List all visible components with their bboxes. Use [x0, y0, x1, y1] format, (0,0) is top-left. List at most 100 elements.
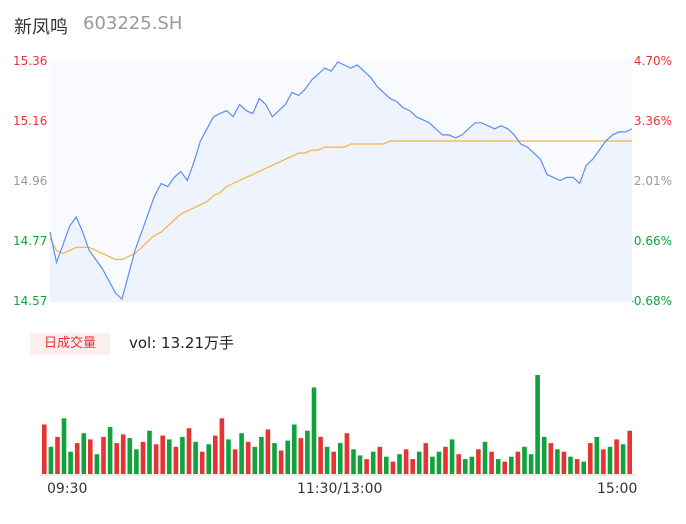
volume-bar	[226, 439, 231, 474]
volume-bar	[456, 454, 461, 474]
volume-bar	[134, 449, 139, 475]
volume-bar	[338, 443, 343, 474]
volume-bar	[206, 444, 211, 474]
volume-bar	[127, 438, 133, 474]
volume-bar	[219, 418, 225, 474]
volume-bar	[541, 436, 547, 474]
volume-bar	[377, 446, 383, 474]
x-tick-open: 09:30	[47, 481, 88, 497]
volume-bar	[232, 449, 238, 475]
y-left-tick-3: 14.77	[13, 234, 48, 248]
volume-bar	[403, 449, 409, 475]
volume-bar	[548, 443, 554, 474]
volume-bar	[594, 436, 600, 474]
y-right-tick-2: 2.01%	[633, 174, 672, 188]
volume-bar	[298, 438, 304, 474]
volume-tab[interactable]: 日成交量	[30, 333, 110, 355]
volume-bar	[153, 444, 159, 474]
volume-bar	[397, 454, 402, 474]
price-line	[49, 61, 633, 301]
volume-bar	[68, 451, 73, 474]
volume-bar	[265, 429, 271, 474]
volume-bar	[351, 449, 356, 475]
volume-bar	[482, 441, 488, 474]
volume-bar	[42, 424, 47, 474]
volume-bar	[344, 433, 350, 474]
volume-bar	[292, 424, 297, 474]
volume-bar	[443, 446, 448, 474]
volume-bar	[627, 430, 632, 474]
x-tick-midday: 11:30/13:00	[297, 481, 383, 497]
volume-bar	[259, 436, 264, 474]
y-left-tick-0: 15.36	[13, 54, 48, 68]
volume-bar	[449, 439, 455, 474]
volume-bars	[42, 375, 632, 475]
volume-bar	[607, 446, 613, 474]
volume-bar	[213, 435, 218, 474]
y-right-tick-4: -0.68%	[629, 294, 672, 308]
volume-bar	[61, 418, 67, 474]
volume-bar	[436, 451, 442, 474]
volume-bar	[48, 446, 54, 474]
volume-bar	[620, 444, 626, 474]
volume-bar	[311, 387, 317, 474]
volume-bar	[120, 434, 126, 474]
volume-bar	[489, 451, 494, 474]
volume-bar	[305, 430, 310, 474]
volume-bar	[423, 443, 429, 474]
volume-bar	[509, 456, 514, 474]
volume-bar	[180, 436, 185, 474]
volume-bar	[568, 456, 573, 474]
volume-bar	[574, 459, 580, 474]
y-right-tick-3: 0.66%	[633, 234, 672, 248]
volume-bar	[278, 450, 284, 474]
volume-bar	[528, 454, 534, 474]
volume-bar	[588, 443, 593, 474]
volume-bar	[147, 430, 152, 474]
volume-bar	[364, 459, 369, 474]
volume-bar	[384, 456, 389, 474]
volume-bar	[561, 451, 567, 474]
volume-bar	[81, 433, 87, 474]
volume-bar	[193, 441, 198, 474]
volume-bar	[555, 449, 560, 475]
volume-bar	[515, 451, 521, 474]
price-area-fill	[50, 62, 632, 302]
y-left-tick-1: 15.16	[13, 114, 48, 128]
volume-bar	[252, 446, 258, 474]
volume-bar	[239, 433, 244, 474]
volume-bar	[107, 427, 113, 474]
volume-bar	[74, 443, 80, 474]
volume-bar	[416, 451, 422, 474]
volume-bar	[601, 449, 606, 475]
volume-bar	[502, 461, 507, 474]
volume-bar	[469, 456, 475, 474]
stock-code: 603225.SH	[83, 13, 183, 34]
volume-bar	[199, 451, 205, 474]
y-left-tick-2: 14.96	[13, 174, 48, 188]
volume-bar	[476, 449, 481, 475]
volume-readout: vol: 13.21万手	[129, 334, 234, 352]
avg-price-line	[49, 140, 632, 261]
volume-bar	[522, 446, 527, 474]
volume-bar	[370, 451, 376, 474]
volume-bar	[410, 459, 415, 474]
volume-bar	[94, 454, 100, 474]
volume-bar	[272, 443, 277, 474]
x-tick-close: 15:00	[597, 481, 638, 497]
volume-bar	[390, 461, 396, 474]
volume-bar	[88, 439, 93, 474]
volume-bar	[114, 443, 119, 474]
volume-bar	[324, 446, 330, 474]
volume-bar	[318, 436, 323, 474]
volume-bar	[245, 441, 251, 474]
volume-bar	[186, 428, 192, 474]
volume-bar	[357, 455, 363, 474]
volume-bar	[101, 436, 106, 474]
volume-bar	[581, 461, 586, 474]
volume-bar	[55, 436, 60, 474]
volume-bar	[167, 439, 172, 474]
volume-bar	[535, 375, 540, 474]
volume-bar	[331, 451, 336, 474]
